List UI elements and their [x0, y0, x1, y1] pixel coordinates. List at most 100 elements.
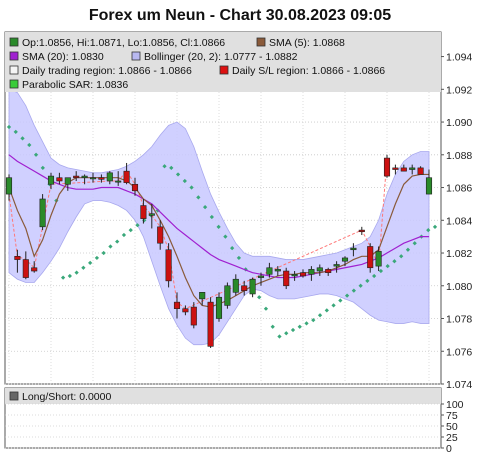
candle-body	[157, 226, 164, 244]
psar-dot	[202, 205, 208, 210]
psar-dot	[284, 331, 289, 336]
candle-body	[22, 259, 29, 278]
candle-body	[266, 267, 273, 275]
psar-dot	[432, 224, 438, 229]
candle-body	[215, 296, 223, 319]
candle-body	[249, 278, 256, 295]
candle-body	[14, 255, 21, 260]
psar-dot	[317, 313, 323, 318]
psar-dot	[236, 255, 242, 261]
psar-dot	[385, 263, 390, 269]
psar-dot	[169, 165, 174, 171]
candle-body	[98, 177, 105, 180]
psar-dot	[331, 303, 336, 308]
candle-body	[299, 272, 307, 277]
psar-dot	[257, 295, 262, 300]
y-tick-label: 1.074	[446, 379, 472, 391]
legend-daily-sl: Daily S/L region: 1.0866 - 1.0866	[232, 65, 385, 77]
candle-body	[308, 269, 315, 275]
candle-body	[115, 180, 122, 183]
psar-dot	[338, 298, 343, 303]
lower-y-tick-label: 25	[446, 432, 458, 444]
lower-legend-swatch	[9, 391, 19, 401]
psar-dot	[344, 293, 350, 298]
candle-body	[182, 308, 189, 313]
daily-sl-path	[8, 158, 388, 310]
candle-body	[316, 267, 323, 272]
psar-dot	[162, 164, 167, 169]
psar-dot	[426, 227, 431, 233]
lower-y-tick-label: 0	[446, 443, 452, 455]
psar-dot	[182, 178, 187, 184]
psar-dot	[230, 245, 235, 251]
psar-dot	[372, 273, 377, 279]
candle-body	[131, 183, 139, 192]
candle-body	[409, 167, 416, 170]
candle-body	[400, 167, 407, 172]
main-y-axis: 1.074 1.076 1.078 1.080 1.082 1.084 1.086 1.088…	[441, 52, 472, 391]
y-tick-label: 1.078	[446, 314, 472, 326]
candle-body	[257, 275, 265, 278]
psar-dot	[196, 195, 201, 200]
candle-body	[383, 157, 391, 177]
candle-body	[64, 177, 71, 185]
psar-dot	[351, 288, 356, 293]
legend-ohlc-swatch	[9, 37, 19, 47]
candle-body	[165, 249, 172, 282]
candles	[5, 154, 433, 348]
psar-dot	[365, 278, 370, 283]
psar-dot	[277, 334, 282, 339]
y-tick-label: 1.080	[446, 281, 472, 293]
psar-dot	[20, 136, 25, 141]
psar-dot	[324, 308, 329, 313]
psar-dot	[101, 250, 106, 256]
psar-dot	[33, 152, 39, 157]
candle-body	[31, 267, 38, 272]
candle-body	[81, 175, 88, 179]
candle-body	[73, 175, 80, 179]
lower-legend-background	[5, 388, 441, 404]
psar-dot	[399, 254, 404, 259]
candle-body	[140, 205, 147, 219]
legend-sma5: SMA (5): 1.0868	[269, 37, 345, 49]
legend-daily-region-swatch	[9, 65, 19, 75]
y-tick-label: 1.088	[446, 150, 472, 162]
candle-body	[5, 177, 13, 195]
psar-dot	[297, 324, 302, 329]
candle-body	[241, 285, 248, 291]
psar-dot	[121, 232, 127, 238]
candle-body	[148, 213, 155, 216]
y-tick-label: 1.076	[446, 346, 472, 358]
psar-dot	[128, 227, 133, 233]
candle-body	[190, 306, 197, 326]
psar-dot	[13, 129, 18, 134]
psar-dot	[27, 142, 32, 148]
sma20-line	[8, 154, 429, 279]
psar-dot	[263, 306, 269, 311]
psar-dot	[135, 223, 140, 228]
psar-dot	[209, 214, 214, 220]
legend-background	[5, 32, 441, 92]
candle-body	[89, 177, 97, 180]
lower-legend: Long/Short: 0.0000	[22, 391, 111, 403]
candle-body	[199, 292, 206, 300]
y-tick-label: 1.084	[446, 215, 472, 227]
legend-daily-region: Daily trading region: 1.0866 - 1.0866	[22, 65, 192, 77]
candle-body	[274, 269, 281, 272]
y-tick-label: 1.092	[446, 84, 472, 96]
candle-body	[47, 175, 55, 185]
legend-psar: Parabolic SAR: 1.0836	[22, 79, 128, 91]
candle-body	[123, 170, 130, 183]
psar-dot	[115, 239, 120, 244]
candle-body	[358, 229, 365, 233]
y-tick-label: 1.082	[446, 248, 472, 260]
lower-grid	[5, 403, 441, 449]
candle-body	[173, 301, 181, 309]
legend-bollinger: Bollinger (20, 2): 1.0777 - 1.0882	[144, 51, 298, 63]
psar-dot	[378, 268, 384, 274]
candle-body	[39, 198, 46, 228]
legend-sma5-swatch	[256, 37, 266, 47]
